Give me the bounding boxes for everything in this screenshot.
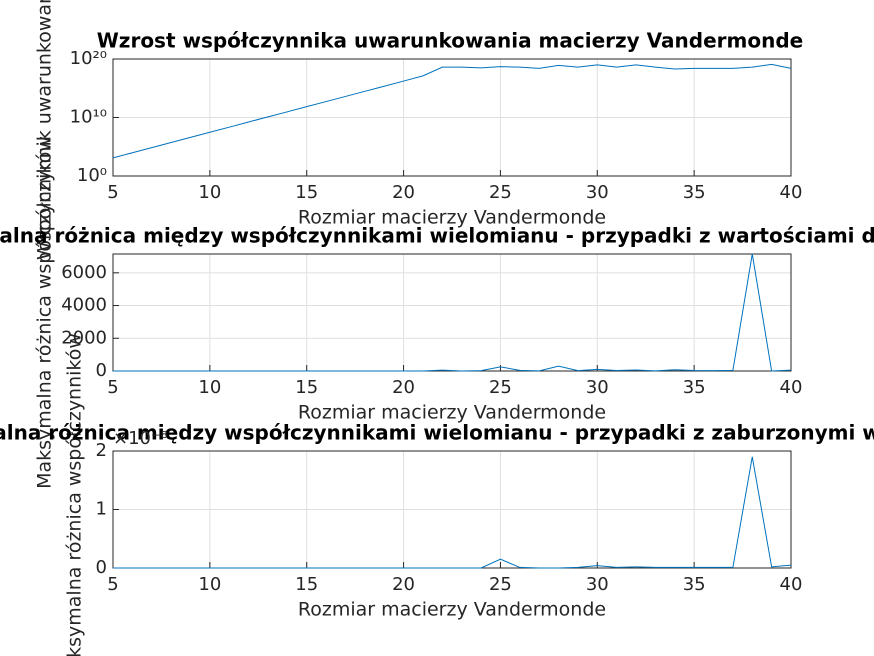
y-tick-label: 10⁰ [77, 165, 107, 186]
x-tick-label: 10 [198, 574, 221, 595]
chart-title: Maksymalna różnica między współczynnikam… [0, 224, 874, 248]
x-tick-label: 30 [586, 182, 609, 203]
x-tick-label: 15 [295, 574, 318, 595]
x-tick-label: 40 [780, 377, 803, 398]
plot-area [113, 254, 791, 371]
x-axis-label: Rozmiar macierzy Vandermonde [298, 402, 606, 424]
axis-multiplier: ×10⁻⁸ [113, 428, 168, 449]
x-axis-label: Rozmiar macierzy Vandermonde [298, 599, 606, 621]
y-tick-label: 4000 [61, 295, 107, 316]
x-tick-label: 15 [295, 377, 318, 398]
x-tick-label: 35 [683, 377, 706, 398]
y-tick-label: 2000 [61, 327, 107, 348]
y-tick-label: 0 [96, 360, 107, 381]
x-tick-label: 30 [586, 574, 609, 595]
x-axis-label: Rozmiar macierzy Vandermonde [298, 207, 606, 229]
x-tick-label: 30 [586, 377, 609, 398]
x-tick-label: 40 [780, 182, 803, 203]
x-tick-label: 15 [295, 182, 318, 203]
x-tick-label: 10 [198, 182, 221, 203]
chart-title: Maksymalna różnica między współczynnikam… [0, 421, 874, 445]
x-tick-label: 25 [489, 574, 512, 595]
y-axis-label: Maksymalna różnica współczynników [64, 333, 86, 656]
x-tick-label: 40 [780, 574, 803, 595]
line-series [112, 63, 792, 159]
x-tick-label: 25 [489, 182, 512, 203]
y-tick-label: 6000 [61, 262, 107, 283]
y-axis-label: Współczynnik uwarunkowania [34, 0, 56, 260]
x-tick-label: 5 [107, 182, 118, 203]
x-tick-label: 20 [392, 574, 415, 595]
axes-box [112, 58, 792, 177]
x-tick-label: 20 [392, 182, 415, 203]
y-tick-label: 10¹⁰ [70, 107, 107, 128]
x-tick-label: 5 [107, 377, 118, 398]
x-tick-label: 35 [683, 574, 706, 595]
line-series [113, 456, 792, 569]
x-tick-label: 25 [489, 377, 512, 398]
x-tick-label: 10 [198, 377, 221, 398]
x-tick-label: 5 [107, 574, 118, 595]
chart-title: Wzrost współczynnika uwarunkowania macie… [97, 29, 803, 53]
y-tick-label: 2 [96, 440, 107, 461]
y-tick-label: 1 [96, 499, 107, 520]
y-tick-label: 0 [96, 557, 107, 578]
y-axis-label: Maksymalna różnica współczynników [34, 136, 56, 489]
x-tick-label: 35 [683, 182, 706, 203]
line-series [113, 253, 792, 372]
y-tick-label: 10²⁰ [70, 48, 107, 69]
x-tick-label: 20 [392, 377, 415, 398]
